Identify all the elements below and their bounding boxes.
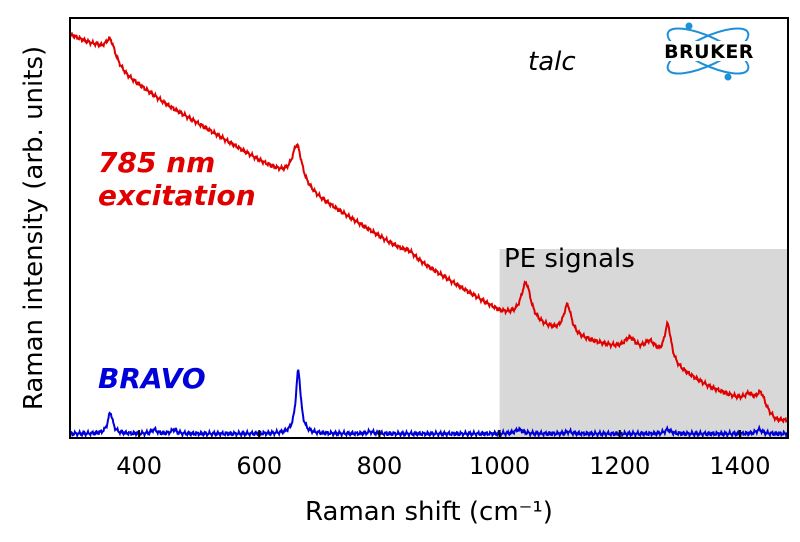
x-tick-label: 1400 [709,452,770,480]
logo-text: BRUKER [664,41,754,63]
bruker-logo: BRUKER [650,22,768,81]
logo-text-bg [650,41,768,61]
series-line-0 [69,31,789,424]
x-tick-label: 1000 [469,452,530,480]
x-tick-label: 800 [357,452,403,480]
x-axis-ticks: 400 600 800 1000 1200 1400 [116,430,770,480]
blue-series-label: BRAVO [98,362,206,395]
logo-orbit-2 [666,27,750,75]
red-series-label-line1: 785 nm [98,146,215,179]
red-series-label-line2: excitation [98,179,256,212]
series-layer [69,31,789,440]
x-tick-label: 1200 [589,452,650,480]
x-tick-label: 600 [236,452,282,480]
x-axis-label: Raman shift (cm⁻¹) [305,497,553,527]
sample-label: talc [528,47,576,77]
pe-signals-label: PE signals [504,244,635,274]
logo-orbit-1 [666,27,750,75]
logo-dot-1 [685,22,693,30]
logo-dot-2 [724,73,732,81]
x-tick-label: 400 [116,452,162,480]
plot-frame [69,17,789,439]
y-axis-label: Raman intensity (arb. units) [19,46,49,410]
series-line-1 [69,369,789,440]
